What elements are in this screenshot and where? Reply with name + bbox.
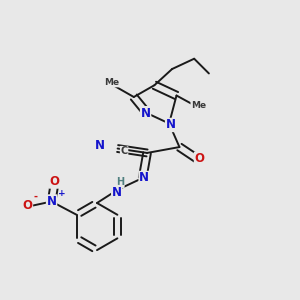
Text: N: N: [46, 195, 57, 208]
Text: H: H: [116, 177, 124, 188]
Text: C: C: [121, 146, 128, 157]
Text: N: N: [141, 107, 151, 120]
Text: N: N: [95, 139, 105, 152]
Text: O: O: [194, 152, 205, 165]
Text: Me: Me: [191, 101, 206, 110]
Text: Me: Me: [104, 78, 119, 87]
Text: N: N: [166, 118, 176, 131]
Text: O: O: [50, 175, 59, 188]
Text: +: +: [58, 189, 66, 198]
Text: N: N: [112, 186, 122, 199]
Text: N: N: [139, 172, 149, 184]
Text: -: -: [33, 191, 37, 202]
Text: O: O: [22, 200, 32, 212]
